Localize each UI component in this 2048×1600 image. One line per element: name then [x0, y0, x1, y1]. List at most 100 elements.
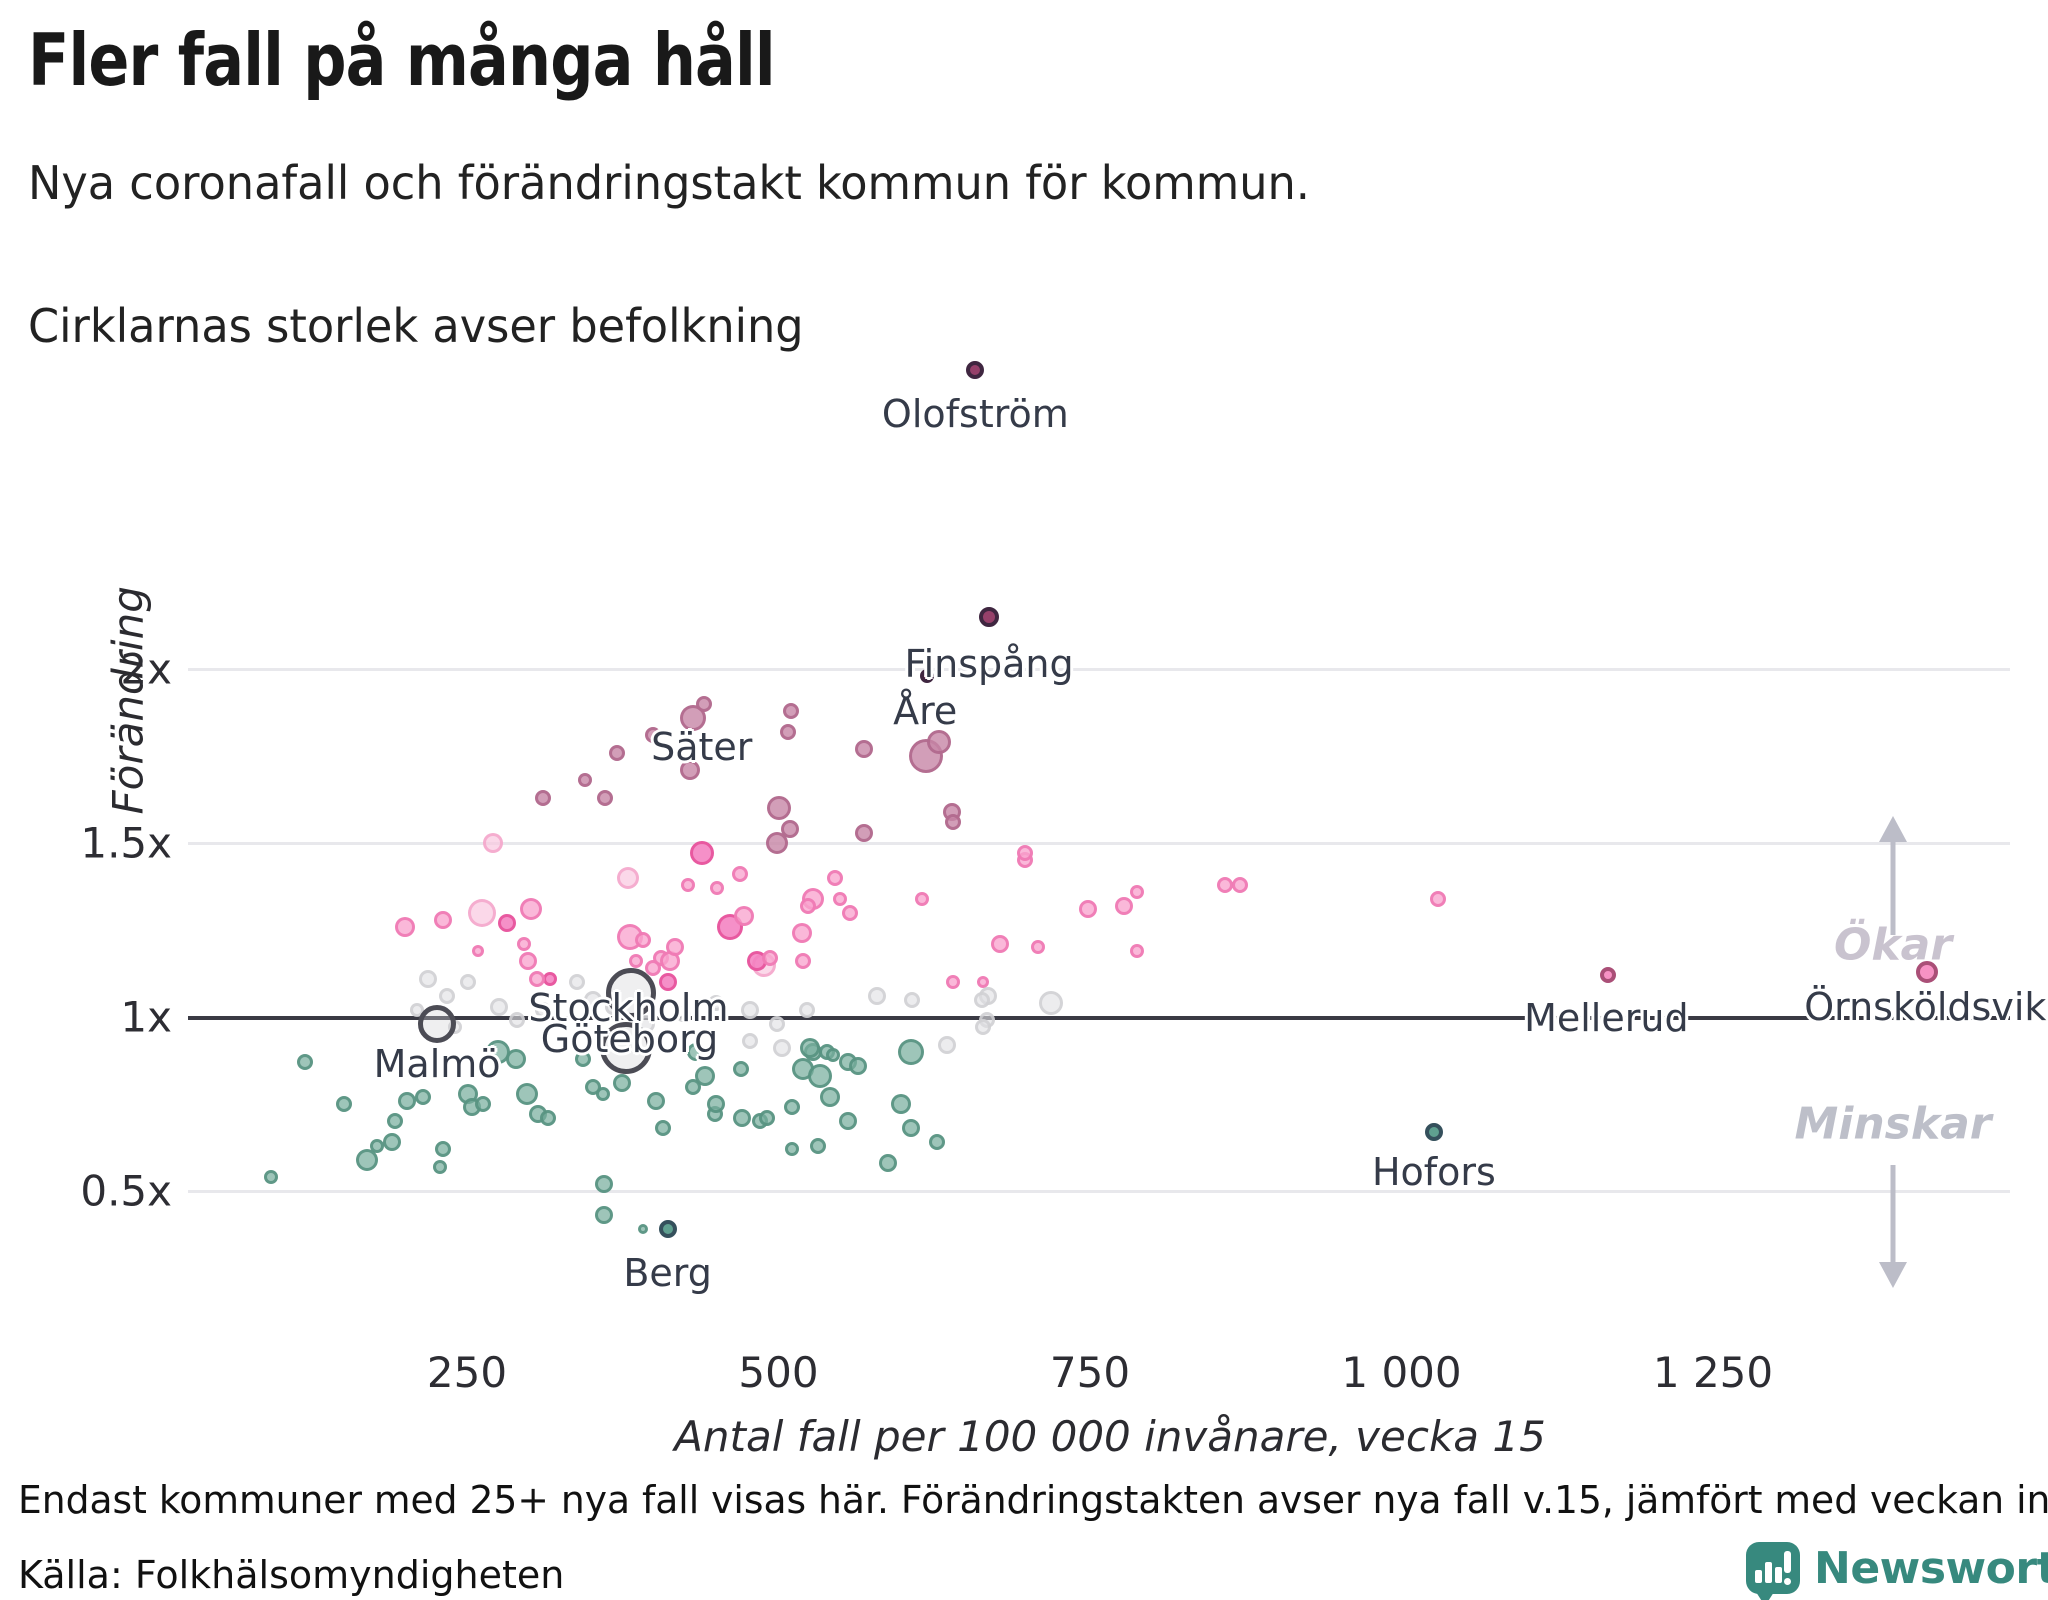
page-title: Fler fall på många håll — [28, 18, 776, 102]
point-label-stockholm: Stockholm — [528, 985, 729, 1030]
data-point — [710, 881, 725, 896]
data-point — [839, 1112, 858, 1131]
x-tick-label-750: 750 — [1049, 1348, 1131, 1397]
point-label-olofström: Olofström — [881, 391, 1069, 436]
data-point — [680, 759, 701, 780]
data-point — [914, 891, 929, 906]
data-point — [398, 1091, 417, 1110]
data-point-malmö — [418, 1004, 457, 1043]
data-point — [1429, 890, 1446, 907]
data-point — [335, 1096, 352, 1112]
data-point — [679, 704, 706, 731]
data-point — [535, 789, 551, 806]
data-point — [568, 974, 585, 991]
data-point — [432, 1159, 447, 1174]
data-point — [490, 997, 509, 1016]
data-point — [467, 898, 496, 927]
point-label-hofors: Hofors — [1371, 1149, 1496, 1194]
data-point — [356, 1148, 379, 1171]
y-tick-label-2x: 2x — [120, 644, 172, 694]
data-point — [543, 971, 558, 986]
data-point — [741, 1033, 758, 1050]
chart-footnote: Endast kommuner med 25+ nya fall visas h… — [18, 1478, 2048, 1522]
data-point-hofors — [1424, 1122, 1443, 1141]
data-point-göteborg — [600, 1022, 653, 1075]
point-label-berg: Berg — [623, 1251, 712, 1296]
data-point-säter — [695, 695, 712, 712]
data-point — [766, 796, 791, 821]
data-point — [654, 1120, 671, 1137]
data-point — [733, 906, 754, 927]
data-point — [1039, 991, 1064, 1016]
data-point — [535, 1002, 551, 1019]
y-tick-label-0.5x: 0.5x — [80, 1166, 172, 1216]
data-point — [386, 1113, 403, 1130]
newsworthy-logo[interactable]: Newsworthy — [1746, 1542, 2048, 1600]
data-point — [680, 877, 695, 892]
data-point — [583, 990, 602, 1009]
data-point — [832, 891, 847, 906]
data-point — [769, 1015, 786, 1032]
x-tick-label-500: 500 — [738, 1348, 819, 1397]
data-point — [519, 952, 538, 971]
data-point — [897, 1038, 924, 1065]
data-point — [519, 898, 542, 921]
data-point — [264, 1170, 279, 1185]
x-axis-title: Antal fall per 100 000 invånare, vecka 1… — [674, 1412, 1546, 1461]
data-point — [890, 1094, 911, 1114]
gridline-0.5x — [188, 1189, 2010, 1193]
data-point — [1030, 940, 1045, 955]
data-point — [419, 969, 438, 988]
data-point — [666, 938, 685, 957]
data-point — [1078, 900, 1097, 919]
baseline-1x — [188, 1015, 2010, 1020]
data-point — [867, 987, 886, 1006]
x-tick-label-1 000: 1 000 — [1341, 1348, 1462, 1397]
data-point — [974, 1019, 991, 1036]
point-label-säter: Säter — [651, 724, 753, 769]
y-tick-label-1x: 1x — [120, 992, 172, 1042]
data-point — [674, 1005, 691, 1022]
data-point — [629, 954, 644, 969]
source-attribution: Källa: Folkhälsomyndigheten — [18, 1553, 565, 1597]
data-point-stockholm — [606, 967, 657, 1018]
data-point — [826, 1048, 841, 1063]
data-point — [799, 1002, 816, 1019]
point-label-örnsköldsvik: Örnsköldsvik — [1804, 984, 2047, 1029]
decrease-annotation: Minskar — [1794, 1098, 1992, 1150]
data-point — [766, 832, 789, 854]
data-point — [733, 1061, 750, 1078]
gridline-2x — [188, 667, 2010, 671]
data-point — [855, 823, 874, 842]
data-point — [826, 869, 843, 886]
x-tick-label-1 250: 1 250 — [1652, 1348, 1774, 1397]
x-tick-label-250: 250 — [426, 1348, 508, 1397]
data-point — [415, 1089, 432, 1106]
data-point — [497, 914, 516, 933]
data-point — [508, 1012, 525, 1029]
data-point — [761, 949, 778, 966]
data-point — [690, 841, 715, 866]
data-point — [595, 1175, 614, 1194]
data-point — [608, 744, 625, 761]
y-axis-title: Förändring — [103, 586, 153, 815]
data-point — [297, 1054, 314, 1071]
data-point — [515, 1082, 538, 1105]
data-point — [707, 1095, 726, 1113]
data-point — [394, 916, 415, 937]
data-point-berg — [658, 1220, 677, 1239]
data-point — [807, 1064, 832, 1089]
data-point — [944, 814, 961, 831]
data-point — [901, 1119, 920, 1138]
data-point — [475, 1096, 492, 1112]
data-point — [505, 1048, 526, 1069]
data-point — [731, 866, 748, 883]
data-point — [903, 991, 920, 1008]
data-point — [785, 1142, 800, 1157]
data-point — [634, 932, 651, 949]
data-point — [574, 1050, 591, 1067]
data-point — [800, 897, 817, 914]
data-point — [612, 1074, 631, 1093]
point-label-malmö: Malmö — [373, 1041, 501, 1086]
